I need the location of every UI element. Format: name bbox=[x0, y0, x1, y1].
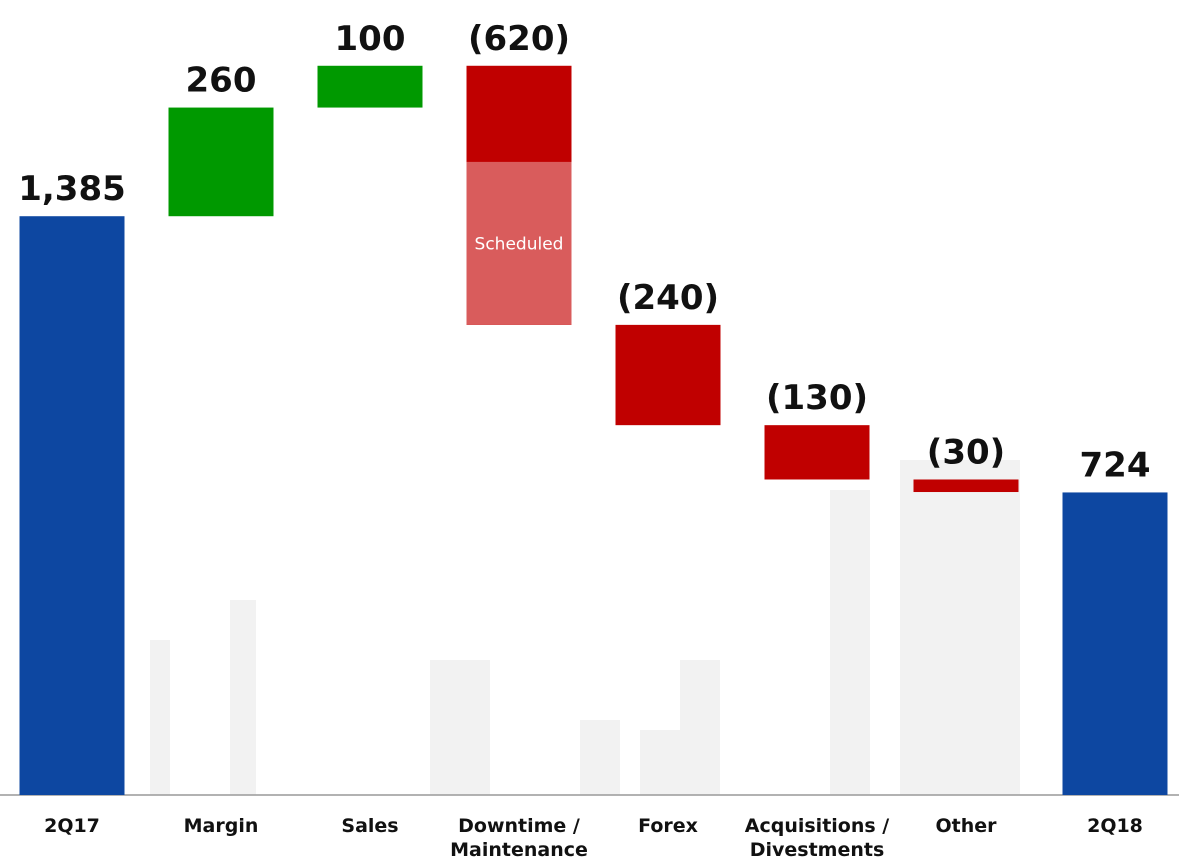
category-label: Other bbox=[935, 815, 997, 837]
value-label: (240) bbox=[617, 278, 719, 318]
segment-label: Scheduled bbox=[475, 234, 564, 254]
value-label: 100 bbox=[335, 19, 406, 59]
value-label: 724 bbox=[1080, 445, 1151, 485]
bar bbox=[168, 107, 274, 217]
value-label: (130) bbox=[766, 378, 868, 418]
value-label: (620) bbox=[468, 19, 570, 59]
scheduled-segment bbox=[466, 161, 572, 325]
category-label: Sales bbox=[341, 815, 399, 837]
background-silhouette bbox=[150, 460, 1020, 795]
category-label: 2Q17 bbox=[44, 815, 100, 837]
bar bbox=[913, 479, 1019, 493]
bar bbox=[317, 65, 423, 108]
bar bbox=[1062, 492, 1168, 795]
category-label: Margin bbox=[183, 815, 259, 837]
value-label: 260 bbox=[186, 61, 257, 101]
bar bbox=[19, 216, 125, 795]
category-label: Downtime / Maintenance bbox=[450, 815, 588, 861]
bar bbox=[764, 425, 870, 480]
category-label: 2Q18 bbox=[1087, 815, 1143, 837]
value-label: (30) bbox=[927, 432, 1005, 472]
category-label: Forex bbox=[638, 815, 698, 837]
value-label: 1,385 bbox=[18, 169, 126, 209]
category-label: Acquisitions / Divestments bbox=[744, 815, 890, 861]
bar bbox=[615, 324, 721, 426]
